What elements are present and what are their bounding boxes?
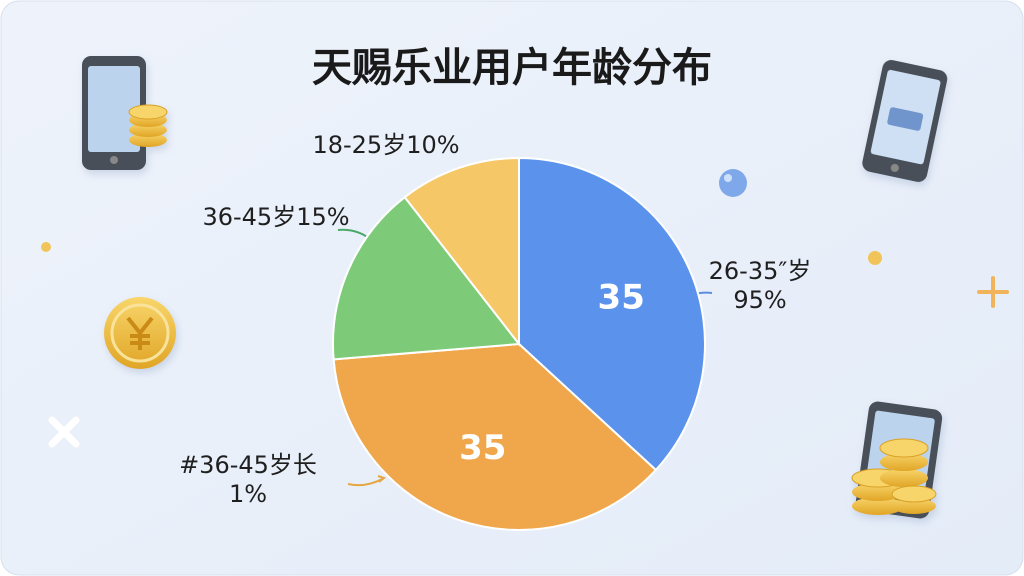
coins-phone-icon [851, 401, 943, 519]
pie-slice [518, 156, 706, 472]
pie: 35 35 [332, 156, 706, 531]
slice-category-label: 18-25岁10% [312, 131, 459, 159]
yuan-coin [104, 297, 176, 369]
phone-icon [82, 56, 168, 170]
slice-category-label: 95% [733, 286, 786, 314]
slice-category-label: 1% [229, 480, 267, 508]
chart-title: 天赐乐业用户年龄分布 [312, 45, 712, 91]
pie-slice [332, 342, 658, 531]
phone-icon [862, 60, 948, 182]
slice-category-label: #36-45岁长 [179, 451, 317, 479]
pie-slice [332, 195, 521, 361]
pie-slice [403, 156, 520, 347]
slice-category-label: 36-45岁15% [202, 203, 349, 231]
slice-value-label: 35 [598, 278, 645, 318]
slice-category-label: 26-35″岁 [709, 257, 812, 285]
slice-value-label: 35 [459, 428, 506, 468]
